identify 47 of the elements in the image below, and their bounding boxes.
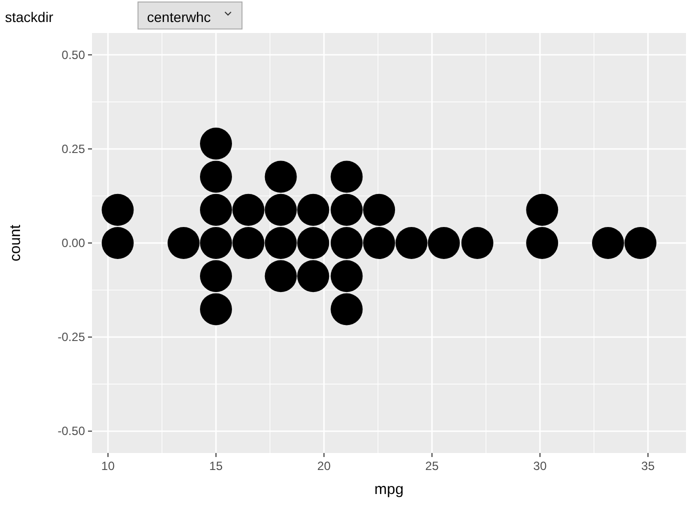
x-tick-label: 35 [641,459,655,473]
point [232,194,264,226]
point [330,194,363,226]
x-tick-label: 10 [101,459,115,473]
point [200,293,232,326]
point [264,227,297,259]
point [168,227,200,259]
point [330,160,363,193]
y-tick-label: -0.25 [58,330,86,344]
point [200,160,232,193]
point [428,227,460,259]
point [102,227,134,259]
text: stackdir [5,9,54,25]
point [200,227,232,259]
point [232,227,264,259]
point [330,293,363,326]
x-tick-label: 15 [209,459,223,473]
x-tick-label: 25 [425,459,439,473]
point [200,128,232,160]
point [526,227,558,259]
y-axis-title: count [7,224,24,262]
point [200,260,232,292]
point [102,194,134,226]
point [395,227,428,259]
y-tick-label: -0.50 [58,424,86,438]
point [200,194,232,226]
point [330,227,363,259]
point [624,227,656,259]
point [264,160,297,193]
point [592,227,624,259]
y-tick-label: 0.25 [62,142,86,156]
point [330,260,363,292]
point [363,227,396,259]
point [297,260,330,292]
x-tick-label: 20 [317,459,331,473]
x-axis-title: mpg [374,481,404,498]
point [264,194,297,226]
point [297,194,330,226]
text: centerwhc [147,9,211,25]
point [363,194,396,226]
y-tick-label: 0.50 [62,48,86,62]
point [297,227,330,259]
point [264,260,297,292]
y-tick-label: 0.00 [62,236,86,250]
x-tick-label: 30 [533,459,547,473]
point [461,227,494,259]
point [526,194,558,226]
